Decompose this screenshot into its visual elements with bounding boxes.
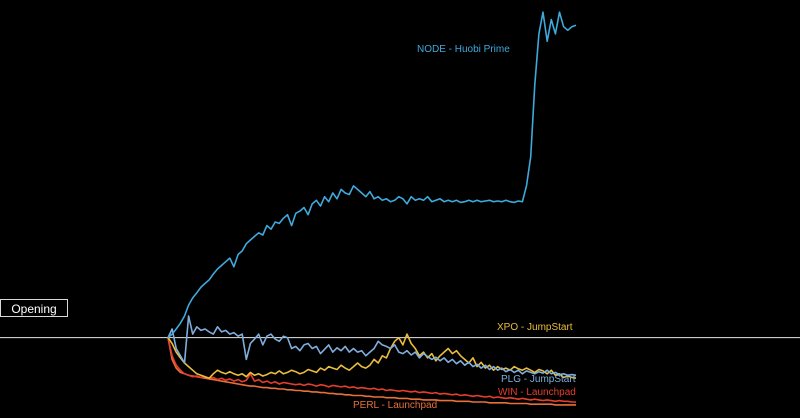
series-line-node <box>167 11 577 339</box>
series-line-win <box>167 337 576 403</box>
series-label-xpo: XPO - JumpStart <box>497 322 573 333</box>
series-line-plg <box>167 315 577 377</box>
series-label-perl: PERL - Launchpad <box>353 400 437 411</box>
series-label-plg: PLG - JumpStart <box>501 374 576 385</box>
opening-label: Opening <box>0 299 68 317</box>
series-group <box>167 11 577 406</box>
series-line-perl <box>167 337 576 406</box>
series-labels: NODE - Huobi Prime PLG - JumpStart XPO - J… <box>353 44 576 411</box>
series-line-xpo <box>167 333 577 379</box>
series-label-node: NODE - Huobi Prime <box>417 44 510 55</box>
series-label-win: WIN - Launchpad <box>498 387 576 398</box>
